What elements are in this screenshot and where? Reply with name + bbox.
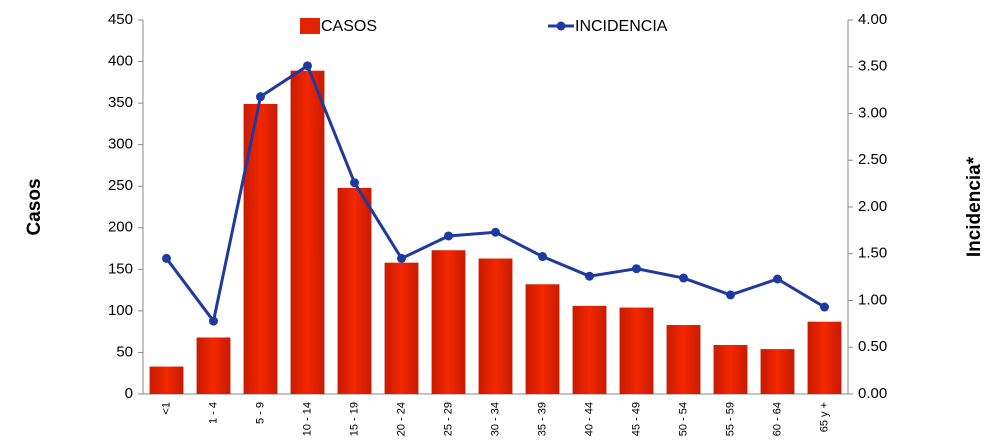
x-tick-label: 30 - 34: [489, 402, 501, 436]
bar: [196, 337, 231, 394]
x-tick-label: <1: [160, 402, 172, 415]
legend-swatch: [556, 21, 566, 31]
x-tick-label: 55 - 59: [724, 402, 736, 436]
x-tick-label: 45 - 49: [630, 402, 642, 436]
y2-tick-label: 2.50: [858, 151, 887, 168]
line-point: [820, 302, 829, 312]
x-tick-label: 50 - 54: [677, 402, 689, 436]
line-point: [491, 227, 500, 237]
legend-label: CASOS: [321, 18, 377, 35]
x-tick-label: 10 - 14: [301, 402, 313, 436]
bar: [666, 325, 701, 394]
x-tick-label: 40 - 44: [583, 402, 595, 436]
y-tick-label: 50: [116, 343, 133, 360]
bar: [572, 305, 607, 394]
bar: [525, 284, 560, 394]
y-axis-title: Casos: [24, 178, 45, 235]
line-point: [726, 290, 735, 300]
y-tick-label: 100: [108, 302, 133, 319]
y-tick-label: 450: [108, 11, 133, 28]
x-tick-label: 60 - 64: [771, 402, 783, 436]
x-tick-label: 15 - 19: [348, 402, 360, 436]
x-tick-label: 1 - 4: [207, 402, 219, 424]
line-point: [632, 264, 641, 274]
bar: [384, 262, 419, 394]
y-tick-label: 400: [108, 53, 133, 70]
bar: [478, 258, 513, 394]
y-tick-label: 350: [108, 94, 133, 111]
line-point: [303, 61, 312, 71]
x-tick-label: 25 - 29: [442, 402, 454, 436]
y-tick-label: 200: [108, 219, 133, 236]
line-point: [350, 178, 359, 188]
bar: [337, 187, 372, 394]
y-tick-label: 0: [125, 385, 133, 402]
legend-swatch: [300, 18, 320, 34]
y2-tick-label: 0.00: [858, 385, 887, 402]
bar: [431, 250, 466, 394]
y2-tick-label: 2.00: [858, 198, 887, 215]
line-point: [773, 274, 782, 284]
line-point: [209, 316, 218, 326]
legend-label: INCIDENCIA: [575, 18, 668, 35]
line-point: [162, 253, 171, 263]
bar: [149, 366, 184, 394]
y-tick-label: 250: [108, 177, 133, 194]
line-point: [397, 253, 406, 263]
bar: [760, 349, 795, 394]
y2-axis-title: Incidencia*: [964, 156, 985, 257]
x-tick-label: 20 - 24: [395, 402, 407, 436]
line-point: [538, 252, 547, 262]
bar: [619, 307, 654, 394]
x-tick-label: 65 y +: [818, 402, 830, 432]
y2-tick-label: 4.00: [858, 11, 887, 28]
y2-tick-label: 1.50: [858, 245, 887, 262]
y2-tick-label: 1.00: [858, 291, 887, 308]
bar: [807, 321, 842, 394]
x-tick-label: 5 - 9: [254, 402, 266, 424]
line-point: [679, 273, 688, 283]
line-point: [256, 92, 265, 102]
y-tick-label: 300: [108, 136, 133, 153]
bar: [290, 70, 325, 394]
bar: [713, 344, 748, 394]
y-tick-label: 150: [108, 260, 133, 277]
x-tick-label: 35 - 39: [536, 402, 548, 436]
y2-tick-label: 0.50: [858, 338, 887, 355]
y2-tick-label: 3.50: [858, 58, 887, 75]
y2-tick-label: 3.00: [858, 104, 887, 121]
line-point: [585, 271, 594, 281]
line-point: [444, 231, 453, 241]
